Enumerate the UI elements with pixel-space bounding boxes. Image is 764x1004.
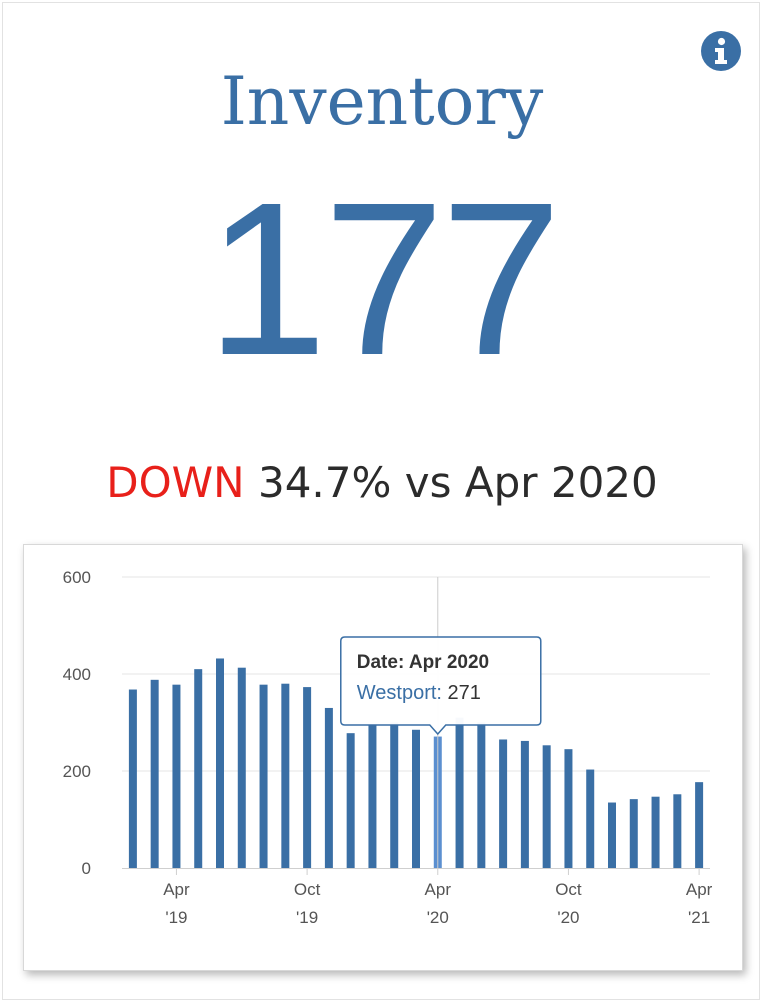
bar[interactable] [237,667,246,868]
x-tick-label-year: '19 [165,908,187,927]
bar[interactable] [172,684,181,868]
bar[interactable] [586,769,595,868]
bar[interactable] [368,724,377,868]
info-icon[interactable] [700,30,742,72]
x-tick-label: Apr [686,880,713,899]
x-tick-label: Apr [163,880,190,899]
change-direction: DOWN [106,458,245,507]
y-axis-labels: 0 200 400 600 [63,568,91,878]
bar[interactable] [216,658,224,868]
bar[interactable] [499,739,508,868]
x-tick-label-year: '19 [296,908,318,927]
y-tick-label: 200 [63,762,91,781]
page-title: Inventory [220,63,544,140]
bar-series [128,658,704,869]
bar[interactable] [346,733,355,868]
bar[interactable] [281,683,290,868]
x-tick-label-year: '21 [688,908,710,927]
change-summary: DOWN 34.7% vs Apr 2020 [0,455,764,511]
tooltip-series-value: 271 [448,682,481,704]
bar[interactable] [324,707,333,868]
bar[interactable] [128,689,137,868]
bar[interactable] [629,799,638,868]
bar[interactable] [608,802,616,868]
bar[interactable] [695,782,704,868]
chart-tooltip: Date: Apr 2020 Westport: 271 [340,636,542,736]
y-tick-label: 400 [63,665,91,684]
tooltip-date: Date: Apr 2020 [357,652,489,673]
bar[interactable] [477,722,486,869]
bar[interactable] [259,684,268,868]
x-tick-label-year: '20 [557,908,579,927]
inventory-bar-chart: 0 200 400 600 Apr '19 Oct '19 Apr '20 Oct '20 Apr '2… [63,568,713,927]
bar[interactable] [303,687,312,868]
x-tick-label: Apr [425,880,452,899]
bar[interactable] [564,749,573,868]
bar[interactable] [194,669,203,868]
tooltip-series: Westport: 271 [357,682,481,704]
x-tick-label-year: '20 [427,908,449,927]
x-tick-label: Oct [555,880,582,899]
y-tick-label: 0 [82,859,91,878]
chart-container: 0 200 400 600 Apr '19 Oct '19 Apr '20 Oct '20 Apr '2… [23,544,743,971]
change-text: 34.7% vs Apr 2020 [257,458,658,507]
bar[interactable] [390,722,399,869]
bar[interactable] [651,796,660,868]
bar[interactable] [673,794,682,868]
bar[interactable] [542,745,551,868]
inventory-value: 177 [206,158,562,401]
y-tick-label: 600 [63,568,91,587]
x-axis: Apr '19 Oct '19 Apr '20 Oct '20 Apr '21 [122,868,713,927]
bar[interactable] [150,679,159,868]
bar[interactable] [455,717,464,868]
bar[interactable] [412,729,420,868]
tooltip-series-name: Westport: [357,682,442,704]
x-tick-label: Oct [294,880,321,899]
bar[interactable] [520,740,529,868]
